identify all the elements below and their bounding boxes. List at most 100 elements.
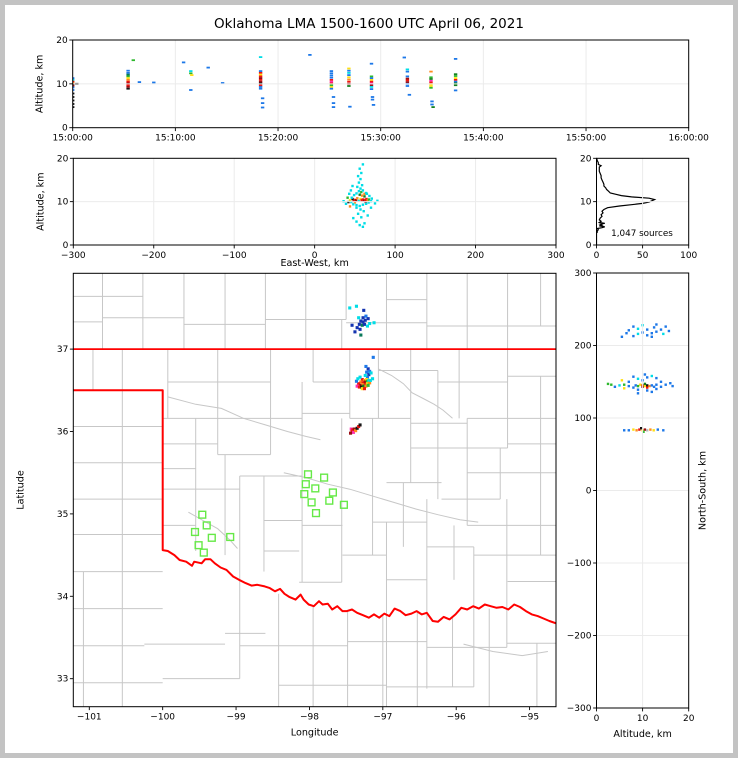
x-tick-label: 15:40:00 <box>463 134 504 144</box>
y-tick-label: 37 <box>57 345 68 355</box>
panel-east-west-height <box>73 158 556 245</box>
y-tick-label: −300 <box>567 704 592 714</box>
panel-east-west-height-gridlines <box>73 158 556 245</box>
x-tick-label: 0 <box>594 714 600 724</box>
y-tick-label: 33 <box>57 675 68 685</box>
panel-time-height <box>72 40 689 128</box>
y-tick-label: 35 <box>57 510 68 520</box>
histogram-annotation: 1,047 sources <box>611 229 673 239</box>
rivers <box>167 368 548 657</box>
x-tick-label: −99 <box>227 713 246 723</box>
time-height-ticks <box>69 39 690 132</box>
figure-title: Oklahoma LMA 1500-1600 UTC April 06, 202… <box>214 16 524 32</box>
plan-map-xlabel: Longitude <box>291 728 339 739</box>
north-south-height-ylabel: North-South, km <box>698 451 709 530</box>
panel-altitude-histogram: 1,047 sources <box>596 158 689 245</box>
x-tick-label: −97 <box>373 713 392 723</box>
y-tick-label: 300 <box>574 269 591 279</box>
y-tick-label: 10 <box>580 198 592 208</box>
x-tick-label: 16:00:00 <box>668 134 709 144</box>
x-tick-label: 20 <box>683 714 695 724</box>
station-marker <box>328 488 338 497</box>
y-tick-label: 20 <box>580 154 592 164</box>
x-tick-label: −300 <box>61 251 86 261</box>
station-marker <box>300 490 309 499</box>
y-tick-label: 20 <box>57 154 69 164</box>
station-marker <box>198 510 207 519</box>
east-west-height-ticks <box>69 157 557 249</box>
x-tick-label: 200 <box>467 251 484 261</box>
y-tick-label: 200 <box>574 342 591 352</box>
station-marker <box>311 484 320 493</box>
station-marker <box>202 521 211 530</box>
panel-plan-map <box>73 273 557 707</box>
y-tick-label: 20 <box>56 36 68 46</box>
oklahoma-border-line <box>73 389 557 625</box>
x-tick-label: 10 <box>637 714 649 724</box>
station-marker <box>303 470 313 479</box>
x-tick-label: −101 <box>77 713 102 723</box>
station-marker <box>339 500 349 509</box>
y-tick-label: 0 <box>63 241 69 251</box>
plan-map-ylabel: Latitude <box>15 470 26 510</box>
x-tick-label: 0 <box>594 251 600 261</box>
station-marker <box>307 498 316 507</box>
north-south-height-ticks <box>593 272 690 712</box>
y-tick-label: 0 <box>586 487 592 497</box>
x-tick-label: −95 <box>520 713 539 723</box>
station-marker <box>226 532 235 542</box>
x-tick-label: −200 <box>141 251 166 261</box>
station-marker <box>320 473 329 482</box>
x-tick-label: 100 <box>387 251 404 261</box>
x-tick-label: 300 <box>547 251 564 261</box>
panel-altitude-histogram-gridlines <box>596 158 689 245</box>
county-boundaries <box>73 273 556 707</box>
y-tick-label: 100 <box>574 414 591 424</box>
x-tick-label: −96 <box>447 713 466 723</box>
x-tick-label: 50 <box>637 251 649 261</box>
east-west-height-xlabel: East-West, km <box>280 258 348 269</box>
y-tick-label: 10 <box>56 80 68 90</box>
state-border <box>73 348 557 625</box>
panel-north-south-height <box>596 273 689 708</box>
panel-time-height-gridlines <box>72 40 689 128</box>
x-tick-label: 0 <box>312 251 318 261</box>
station-marker <box>325 496 334 505</box>
time-height-axes: 15:00:00 15:10:00 15:20:00 15:30:00 15:40:00… <box>35 36 709 144</box>
x-tick-label: −98 <box>300 713 319 723</box>
east-west-height-ylabel: Altitude, km <box>35 172 46 231</box>
station-marker <box>194 541 203 550</box>
x-tick-label: 100 <box>680 251 697 261</box>
x-tick-label: 15:20:00 <box>258 134 299 144</box>
x-tick-label: 15:50:00 <box>566 134 607 144</box>
x-tick-label: 15:30:00 <box>360 134 401 144</box>
altitude-histogram-ticks <box>593 157 690 249</box>
plan-map-axes: −101 −100 −99 −98 −97 −96 −95 33 34 35 36 37 Longitu… <box>15 272 557 739</box>
time-height-ylabel: Altitude, km <box>35 55 46 113</box>
y-tick-label: 10 <box>57 198 69 208</box>
north-south-height-xlabel: Altitude, km <box>613 729 672 740</box>
x-tick-label: −100 <box>150 713 175 723</box>
source-count-label: 1,047 sources <box>611 229 673 239</box>
x-tick-label: 15:00:00 <box>52 134 93 144</box>
lma-stations <box>190 470 349 557</box>
y-tick-label: 0 <box>586 241 592 251</box>
station-marker <box>190 527 200 537</box>
y-tick-label: −200 <box>567 632 592 642</box>
north-south-height-axes: 0 10 20 −300 −200 −100 0 100 200 300 Altitude, km N… <box>567 269 709 740</box>
altitude-histogram-axes: 0 50 100 0 10 20 <box>580 154 698 261</box>
plan-map-ticks <box>69 348 531 711</box>
station-marker <box>311 509 321 518</box>
map-source-points <box>348 304 376 435</box>
panel-north-south-height-content <box>606 323 674 433</box>
panel-plan-map-content <box>73 273 557 707</box>
east-west-height-axes: −300 −200 −100 0 100 200 300 0 10 20 East-West, km… <box>35 154 565 269</box>
station-marker <box>199 548 208 557</box>
station-marker <box>301 480 310 489</box>
panel-time-height-content <box>72 54 458 109</box>
y-tick-label: 36 <box>57 427 69 437</box>
y-tick-label: 34 <box>57 592 69 602</box>
y-tick-label: −100 <box>567 559 592 569</box>
